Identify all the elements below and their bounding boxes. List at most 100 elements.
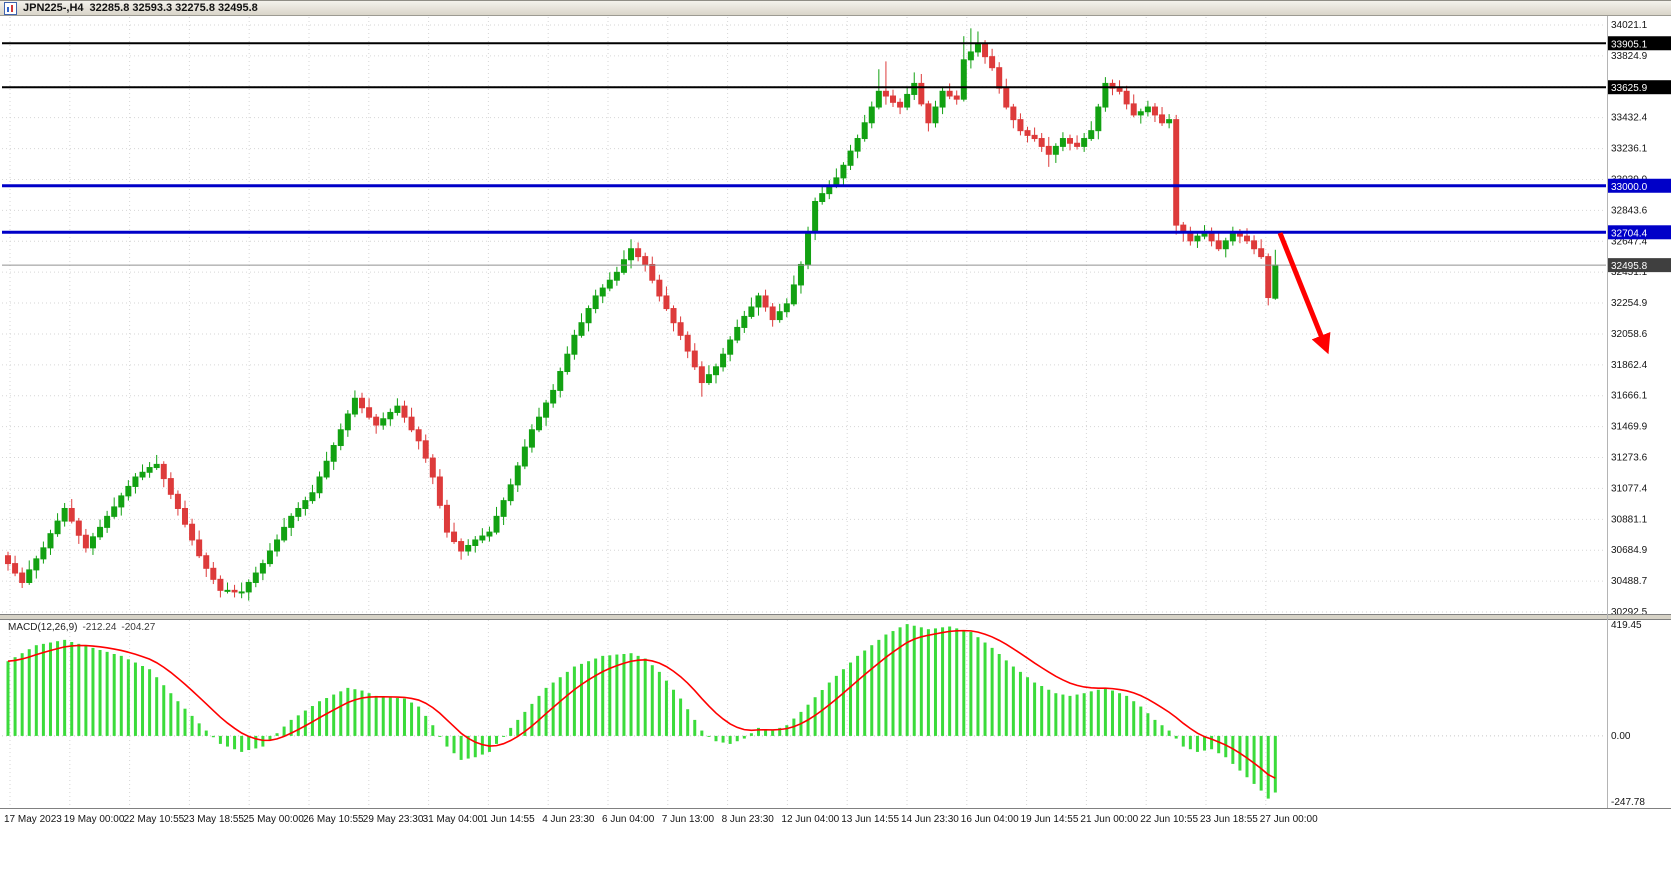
macd-histogram-bar — [459, 735, 463, 760]
macd-histogram-bar — [693, 719, 697, 736]
candle — [705, 374, 712, 384]
candle — [26, 569, 33, 583]
candle — [373, 416, 380, 426]
macd-histogram-bar — [374, 695, 378, 736]
candlestick-chart-icon — [4, 1, 17, 15]
macd-histogram-bar — [155, 677, 159, 736]
macd-histogram-bar — [742, 735, 746, 739]
candle — [1229, 232, 1236, 242]
macd-histogram-bar — [183, 708, 187, 736]
macd-histogram-bar — [1181, 735, 1185, 747]
candle — [132, 476, 139, 487]
macd-histogram-bar — [1146, 713, 1150, 736]
candle — [698, 366, 705, 384]
price-axis-label: 32647.4 — [1611, 236, 1648, 247]
price-axis-label: 32058.6 — [1611, 329, 1648, 340]
candle — [359, 397, 365, 409]
macd-histogram-bar — [558, 677, 562, 736]
candle — [897, 101, 904, 108]
macd-histogram-bar — [20, 653, 24, 736]
candle — [75, 520, 82, 536]
macd-histogram-bar — [1096, 689, 1100, 736]
macd-histogram-bar — [891, 631, 895, 736]
macd-histogram-bar — [785, 725, 789, 736]
macd-histogram-bar — [247, 735, 251, 751]
macd-histogram-bar — [112, 653, 116, 736]
macd-histogram-bar — [346, 687, 350, 736]
macd-histogram-bar — [587, 661, 591, 736]
macd-histogram-bar — [410, 702, 414, 736]
chart-titlebar[interactable]: JPN225-,H4 32285.8 32593.3 32275.8 32495… — [0, 0, 1671, 16]
macd-histogram-bar — [162, 685, 166, 736]
candle — [996, 67, 1003, 89]
candle — [330, 445, 337, 462]
macd-histogram-bar — [395, 698, 399, 736]
macd-histogram-bar — [261, 735, 265, 747]
macd-histogram-bar — [1118, 693, 1122, 736]
candle — [713, 366, 719, 376]
candle — [203, 555, 210, 569]
candle — [500, 500, 507, 517]
macd-histogram-bar — [884, 634, 888, 736]
time-axis-label: 1 Jun 14:55 — [482, 814, 535, 825]
macd-histogram-bar — [898, 627, 902, 736]
candle — [1137, 111, 1144, 116]
macd-histogram-bar — [1011, 666, 1015, 736]
macd-histogram-bar — [983, 642, 987, 736]
price-axis-label: 31469.9 — [1611, 422, 1648, 433]
trend-arrow-annotation[interactable] — [1277, 232, 1331, 355]
macd-histogram-bar — [1224, 735, 1228, 758]
macd-histogram-bar — [240, 735, 244, 752]
macd-histogram-bar — [473, 735, 477, 758]
macd-histogram-bar — [976, 637, 980, 736]
chart-symbol-timeframe: JPN225-,H4 — [23, 2, 84, 14]
candle — [1045, 145, 1052, 155]
candle — [989, 56, 996, 69]
candle — [238, 591, 245, 594]
candle — [89, 536, 96, 549]
candle — [720, 353, 727, 368]
time-axis-label: 19 May 00:00 — [64, 814, 125, 825]
current-price-tag — [1608, 258, 1671, 273]
candle — [642, 256, 649, 265]
candle — [61, 507, 68, 522]
candle — [351, 397, 358, 415]
candle — [1010, 106, 1017, 121]
candle — [40, 547, 47, 560]
macd-histogram-bar — [516, 719, 520, 736]
macd-histogram-bar — [1033, 682, 1037, 736]
candle — [1074, 142, 1081, 147]
candle — [224, 589, 231, 592]
macd-histogram-bar — [56, 641, 60, 736]
macd-histogram-bar — [997, 653, 1001, 736]
macd-histogram-bar — [863, 650, 867, 736]
candle — [5, 555, 11, 565]
time-axis-label: 19 Jun 14:55 — [1021, 814, 1079, 825]
macd-histogram-bar — [572, 666, 576, 736]
macd-histogram-bar — [933, 628, 937, 736]
candle — [274, 539, 281, 552]
macd-histogram-bar — [1132, 701, 1136, 736]
candle — [790, 284, 797, 305]
candle — [54, 520, 61, 535]
macd-histogram-bar — [707, 735, 711, 737]
macd-histogram-bar — [70, 641, 74, 736]
candle — [182, 507, 188, 525]
time-axis-label: 23 Jun 18:55 — [1200, 814, 1258, 825]
candle — [599, 287, 606, 297]
panel-splitter[interactable] — [0, 615, 1671, 619]
macd-signal-value: -204.27 — [121, 622, 156, 633]
time-axis-label: 16 Jun 04:00 — [961, 814, 1019, 825]
price-tag-label: 32704.4 — [1611, 228, 1648, 239]
candle — [684, 334, 691, 352]
candle — [210, 567, 217, 580]
candle — [840, 164, 847, 179]
price-axis-label: 32451.1 — [1611, 267, 1648, 278]
price-tag-label: 33000.0 — [1611, 182, 1648, 193]
candle — [167, 478, 174, 495]
macd-histogram-bar — [126, 659, 130, 736]
macd-histogram-bar — [1068, 695, 1072, 736]
macd-histogram-bar — [296, 715, 300, 736]
